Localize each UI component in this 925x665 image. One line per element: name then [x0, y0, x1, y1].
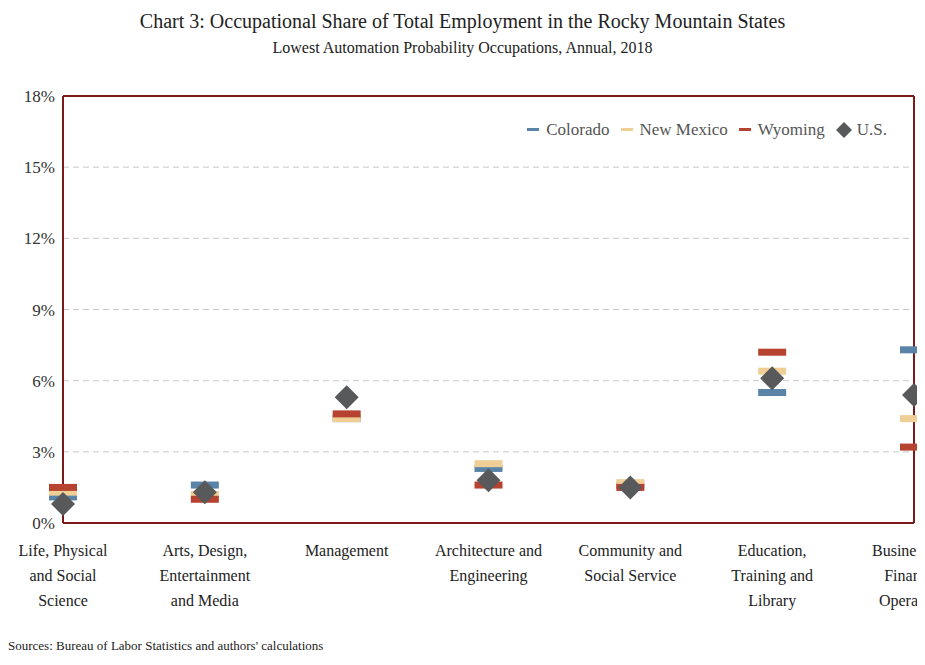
svg-text:3%: 3%: [32, 443, 55, 462]
html-text:Chart 3: Occupational Share of: Chart 3: Occupational Share of Total Emp…: [139, 10, 786, 32]
svg-text:6%: 6%: [32, 372, 55, 391]
svg-text:15%: 15%: [24, 158, 55, 177]
html-text:New Mexico: New Mexico: [639, 120, 728, 139]
html-text:Colorado: Colorado: [546, 120, 610, 139]
svg-text:Community andSocial Service: Community andSocial Service: [579, 542, 683, 584]
svg-text:0%: 0%: [32, 514, 55, 533]
html-text:Sources: Bureau of Labor Stati: Sources: Bureau of Labor Statistics and …: [8, 638, 324, 653]
html-text:U.S.: U.S.: [856, 120, 887, 139]
html-text:Lowest Automation Probability: Lowest Automation Probability Occupation…: [272, 39, 653, 56]
svg-text:Business andFinancialOperation: Business andFinancialOperations: [872, 542, 917, 610]
svg-text:12%: 12%: [24, 229, 55, 248]
svg-text:Education,Training andLibrary: Education,Training andLibrary: [731, 542, 813, 610]
svg-text:Management: Management: [305, 542, 389, 560]
svg-text:Architecture andEngineering: Architecture andEngineering: [435, 542, 542, 585]
svg-text:9%: 9%: [32, 301, 55, 320]
svg-text:Arts, Design,Entertainmentand: Arts, Design,Entertainmentand Media: [160, 542, 251, 609]
svg-text:Life, Physicaland SocialScienc: Life, Physicaland SocialScience: [19, 542, 108, 609]
svg-text:18%: 18%: [24, 87, 55, 106]
html-text:Wyoming: Wyoming: [757, 120, 825, 139]
